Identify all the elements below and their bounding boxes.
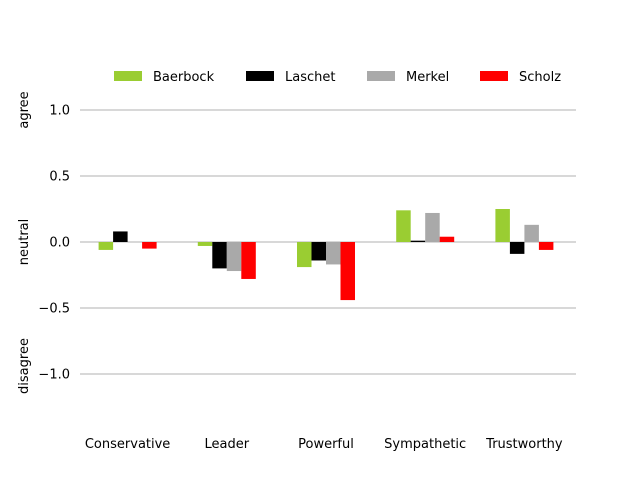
legend-swatch-baerbock: [114, 71, 142, 81]
category-label: Conservative: [85, 437, 170, 452]
bar-scholz-conservative: [142, 242, 157, 249]
legend-label-scholz: Scholz: [519, 70, 561, 85]
bar-merkel-trustworthy: [524, 224, 539, 242]
y-side-label-agree: agree: [17, 91, 32, 128]
bars: [98, 209, 554, 301]
bar-scholz-leader: [241, 242, 256, 279]
y-tick-label: 0.5: [49, 170, 70, 185]
y-tick-label: −1.0: [38, 368, 70, 383]
bar-baerbock-conservative: [98, 242, 114, 250]
category-label: Leader: [205, 437, 250, 452]
bar-laschet-sympathetic: [410, 240, 426, 242]
y-side-label-neutral: neutral: [17, 219, 32, 266]
bar-merkel-sympathetic: [425, 212, 440, 242]
bar-baerbock-leader: [197, 242, 213, 246]
legend-swatch-scholz: [480, 71, 508, 81]
legend-label-merkel: Merkel: [406, 70, 449, 85]
bar-scholz-sympathetic: [439, 236, 455, 242]
y-tick-label: −0.5: [38, 302, 70, 317]
bar-merkel-leader: [226, 242, 242, 272]
category-label: Sympathetic: [384, 437, 466, 452]
legend-swatch-laschet: [246, 71, 274, 81]
legend-swatch-merkel: [367, 71, 395, 81]
legend: Baerbock Laschet Merkel Scholz: [114, 70, 561, 85]
bar-baerbock-sympathetic: [396, 210, 411, 242]
category-label: Powerful: [298, 437, 354, 452]
bar-laschet-powerful: [311, 242, 326, 261]
y-tick-label: 1.0: [49, 104, 70, 119]
bar-scholz-trustworthy: [538, 242, 554, 250]
bar-laschet-trustworthy: [509, 242, 525, 254]
bar-scholz-powerful: [340, 242, 355, 301]
y-side-label-disagree: disagree: [17, 338, 32, 394]
bar-baerbock-powerful: [297, 242, 312, 268]
y-side-labels: agree neutral disagree: [17, 91, 32, 394]
bar-merkel-powerful: [326, 242, 341, 265]
legend-label-laschet: Laschet: [285, 70, 335, 85]
y-tick-labels: 1.0 0.5 0.0 −0.5 −1.0: [38, 104, 70, 383]
category-label: Trustworthy: [485, 437, 563, 452]
bar-laschet-leader: [212, 242, 227, 269]
bar-laschet-conservative: [113, 231, 128, 242]
legend-label-baerbock: Baerbock: [153, 70, 215, 85]
x-category-labels: Conservative Leader Powerful Sympathetic Tru…: [85, 437, 563, 452]
bar-baerbock-trustworthy: [495, 209, 510, 242]
y-tick-label: 0.0: [49, 236, 70, 251]
